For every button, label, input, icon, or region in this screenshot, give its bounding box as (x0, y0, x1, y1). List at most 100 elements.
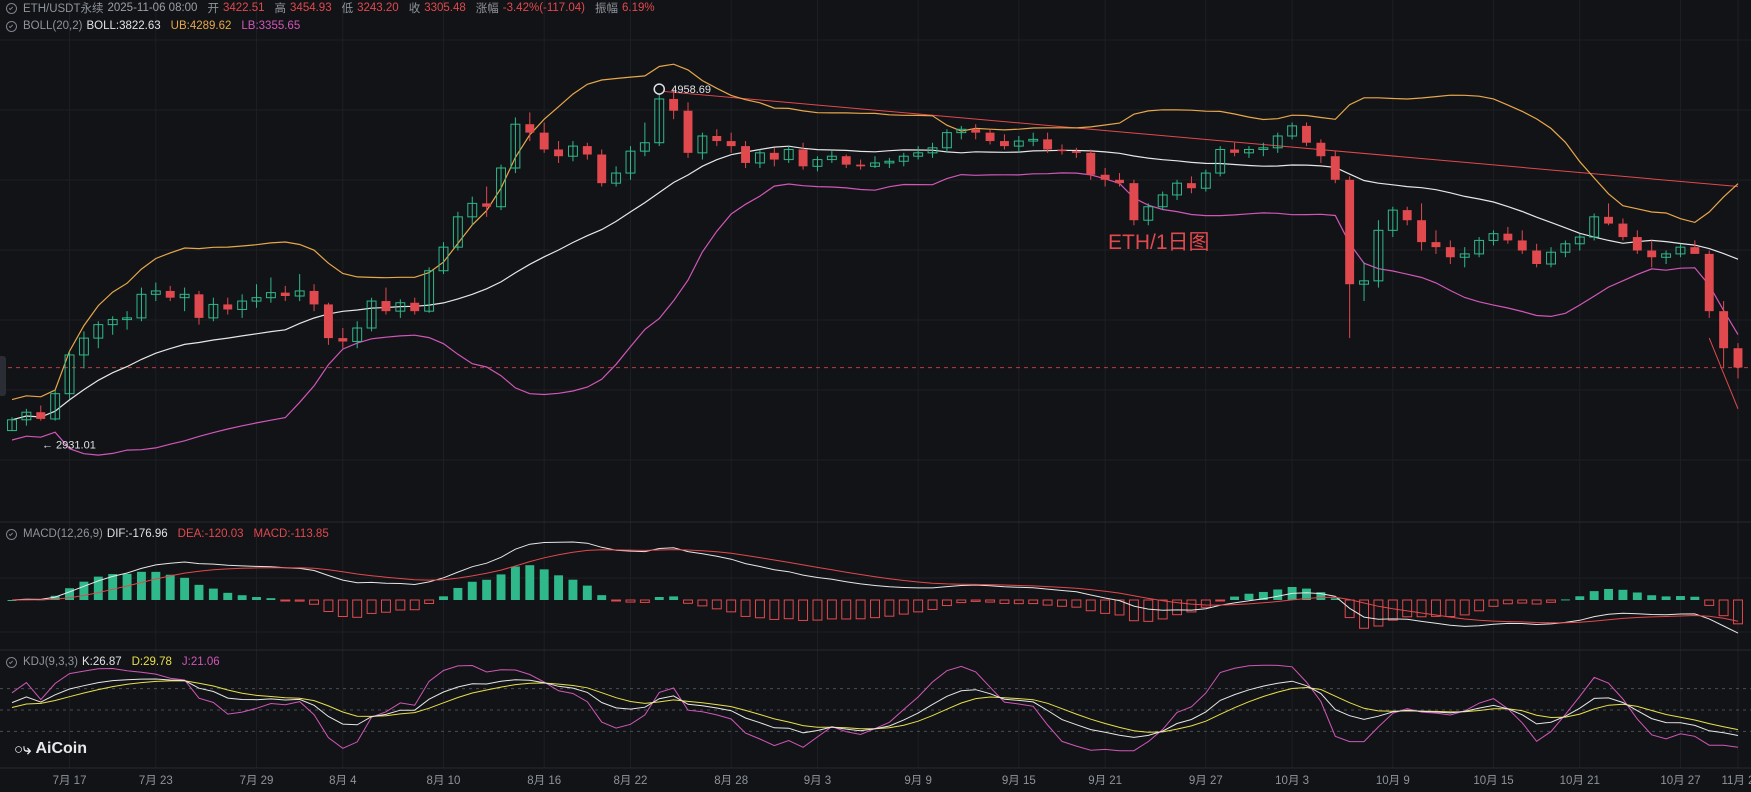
low-value: 3243.20 (357, 2, 399, 14)
candle (452, 211, 463, 251)
logo-text: AiCoin (35, 740, 88, 757)
eye-icon[interactable] (6, 656, 17, 668)
macd-histogram-bar (1430, 599, 1441, 617)
macd-histogram-bar (826, 599, 837, 620)
candle-body (525, 124, 535, 133)
macd-macd-label: MACD: (253, 528, 291, 540)
candle-body (1402, 210, 1412, 221)
macd-histogram-bar (352, 599, 363, 618)
candle-body (208, 303, 219, 319)
candle (798, 142, 808, 170)
macd-histogram-bar (1402, 599, 1413, 618)
candle (1028, 132, 1039, 147)
candle (1287, 122, 1298, 140)
candle-body (395, 302, 406, 312)
macd-header: MACD(12,26,9) DIF: -176.96 DEA: -120.03 MA… (6, 526, 339, 542)
macd-histogram-bar (1373, 599, 1384, 627)
macd-histogram-bar (424, 599, 435, 604)
boll-name[interactable]: BOLL(20,2) (23, 20, 83, 32)
low-marker-label: ← 2931.01 (42, 440, 96, 452)
candle (1043, 132, 1053, 153)
macd-histogram-bar (1359, 599, 1369, 629)
macd-histogram-bar (395, 599, 406, 611)
x-tick-label: 8月 16 (527, 775, 561, 787)
candle-body (582, 146, 592, 155)
candle-body (1316, 142, 1326, 157)
candle-body (654, 98, 665, 144)
candle (1503, 226, 1513, 244)
candle (1013, 136, 1024, 153)
macd-histogram-bar (554, 575, 564, 600)
candle-body (1574, 236, 1585, 245)
ohlc-header: ETH/USDT永续 2025-11-06 08:00 开 3422.51 高 34… (6, 0, 665, 16)
candle (1690, 240, 1700, 254)
macd-dif-line (11, 541, 1739, 634)
boll-middle-band (11, 145, 1739, 421)
candle-body (941, 132, 952, 149)
candle (1532, 243, 1542, 268)
candle-body (294, 290, 305, 297)
candle (1272, 132, 1283, 153)
candle (150, 282, 161, 302)
candle-body (597, 154, 607, 184)
macd-histogram-bar (323, 599, 334, 613)
candle (913, 146, 924, 160)
macd-histogram-bar (1517, 599, 1528, 604)
candle-body (309, 290, 319, 305)
candle-body (1445, 247, 1455, 258)
kdj-name[interactable]: KDJ(9,3,3) (23, 656, 78, 668)
macd-histogram-bar (1200, 599, 1211, 608)
candle-body (1244, 148, 1254, 154)
candle-body (1474, 239, 1485, 255)
candle-body (1704, 253, 1714, 312)
candle-body (1302, 125, 1311, 143)
candle (1373, 220, 1384, 288)
boll-lb-label: LB: (241, 20, 259, 32)
macd-histogram-bar (1302, 588, 1311, 600)
macd-histogram-bar (482, 579, 492, 600)
kdj-k-value: 26.87 (92, 656, 122, 668)
boll-lb-value: 3355.65 (258, 20, 301, 32)
candle-body (783, 148, 794, 161)
macd-histogram-bar (1100, 599, 1111, 614)
macd-name[interactable]: MACD(12,26,9) (23, 528, 103, 540)
candle (1488, 230, 1499, 246)
candle (323, 302, 333, 345)
macd-histogram-bar (208, 588, 218, 600)
candle (179, 287, 190, 312)
macd-panel (7, 541, 1743, 634)
macd-histogram-bar (1273, 589, 1283, 600)
macd-histogram-bar (913, 599, 924, 613)
macd-histogram-bar (337, 599, 348, 617)
macd-histogram-bar (50, 595, 60, 600)
candle (1517, 230, 1527, 254)
eye-icon[interactable] (6, 20, 17, 32)
macd-histogram-bar (1114, 599, 1125, 616)
macd-histogram-bar (1215, 599, 1226, 602)
candle (1115, 173, 1124, 187)
macd-histogram-bar (1085, 599, 1096, 612)
x-tick-label: 7月 17 (53, 775, 87, 787)
macd-histogram-bar (467, 581, 477, 600)
candle (1402, 206, 1412, 226)
eye-icon[interactable] (6, 528, 17, 540)
macd-histogram-bar (1244, 593, 1254, 600)
macd-histogram-bar (1718, 599, 1729, 617)
candle-body (1647, 250, 1657, 258)
candle (424, 267, 435, 313)
candle (338, 328, 348, 349)
candle-body (1546, 251, 1556, 265)
candle-body (1043, 139, 1053, 150)
candle (1459, 247, 1470, 268)
candle (93, 321, 104, 349)
candle (1172, 179, 1183, 200)
candle (539, 122, 549, 153)
eye-icon[interactable] (6, 2, 17, 14)
panel-grip-handle[interactable] (0, 356, 6, 396)
candle-body (712, 136, 722, 142)
candle-body (1287, 125, 1298, 137)
kdj-d-value: 29.78 (143, 656, 172, 668)
symbol[interactable]: ETH/USDT永续 (23, 3, 104, 15)
macd-histogram-bar (1028, 599, 1039, 605)
